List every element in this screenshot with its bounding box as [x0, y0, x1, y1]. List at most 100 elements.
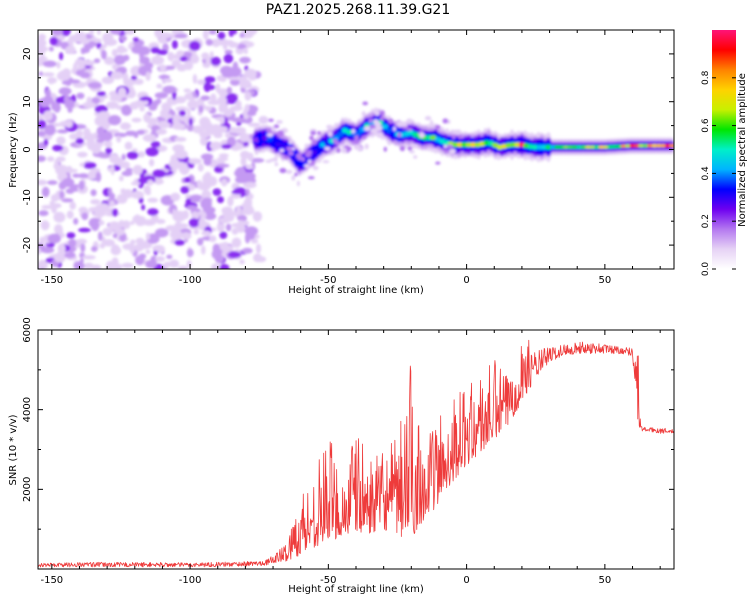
noise-blob [214, 165, 223, 173]
noise-blob [145, 147, 159, 157]
noise-blob [67, 79, 81, 84]
noise-blob [154, 228, 169, 238]
ridge-core [470, 142, 477, 148]
noise-blob [243, 181, 257, 189]
noise-blob [204, 76, 216, 83]
ridge-core [509, 142, 517, 148]
noise-blob [38, 179, 48, 186]
noise-blob [55, 97, 62, 104]
noise-blob [121, 153, 126, 161]
noise-blob [158, 120, 171, 129]
noise-blob [147, 197, 159, 203]
noise-blob [208, 30, 217, 35]
noise-blob [187, 124, 195, 132]
noise-blob [134, 214, 141, 222]
ridge-speck [277, 132, 282, 138]
noise-blob [209, 235, 217, 243]
ridge-speck [397, 132, 402, 138]
noise-blob [47, 77, 57, 84]
noise-blob [201, 230, 212, 236]
noise-blob [239, 132, 250, 143]
noise-blob [187, 99, 199, 110]
noise-blob [237, 215, 247, 222]
noise-blob [38, 210, 49, 217]
snr-x-tick-label: -50 [320, 575, 336, 586]
noise-blob [250, 239, 259, 244]
noise-blob [164, 65, 176, 71]
colorbar: 0.0 0.2 0.4 0.6 0.8 Normalized spectral ampl… [701, 30, 748, 276]
noise-blob [106, 139, 112, 149]
ridge-speck [419, 132, 425, 139]
noise-blob [50, 194, 59, 202]
noise-blob [180, 186, 190, 194]
ridge-speck [283, 155, 291, 160]
ridge-speck [345, 146, 352, 152]
ridge-speck [396, 120, 404, 127]
noise-blob [114, 54, 126, 65]
noise-blob [66, 232, 76, 239]
noise-blob [239, 56, 251, 64]
noise-blob [165, 225, 177, 232]
noise-blob [207, 99, 222, 106]
noise-blob [52, 144, 64, 152]
ridge-speck [288, 140, 292, 145]
noise-blob [204, 212, 217, 221]
noise-blob [79, 162, 85, 167]
noise-blob [222, 245, 231, 254]
noise-blob [79, 71, 91, 79]
noise-blob [41, 205, 53, 210]
noise-blob [139, 106, 145, 112]
noise-blob [141, 204, 146, 211]
ridge-speck [407, 146, 413, 151]
ridge-speck [324, 146, 331, 151]
noise-blob [78, 180, 85, 191]
noise-blob [201, 190, 212, 200]
noise-blob [177, 265, 189, 269]
ridge-speck [406, 118, 413, 124]
ridge-core [669, 143, 674, 148]
noise-blob [84, 131, 93, 139]
noise-blob [69, 201, 76, 210]
noise-blob [89, 30, 94, 36]
ridge-speck [317, 131, 322, 135]
noise-blob [137, 46, 151, 56]
ridge-speck [399, 145, 406, 152]
noise-blob [108, 221, 121, 231]
ridge-core [532, 144, 539, 150]
noise-blob [124, 141, 133, 150]
noise-blob [228, 30, 234, 37]
noise-blob [109, 200, 115, 208]
noise-blob [126, 151, 139, 160]
noise-blob [104, 56, 115, 65]
noise-blob [240, 156, 247, 167]
noise-blob [174, 239, 185, 246]
noise-blob [53, 211, 66, 223]
noise-blob [174, 149, 188, 159]
spectrogram-x-tick-label: -100 [179, 275, 202, 286]
noise-blob [142, 134, 157, 142]
noise-blob [219, 217, 225, 224]
noise-blob [105, 147, 112, 155]
noise-blob [155, 98, 162, 105]
noise-blob [145, 71, 151, 81]
noise-blob [137, 151, 146, 158]
noise-blob [73, 261, 85, 269]
ridge-speck [444, 128, 450, 134]
ridge-core [315, 145, 322, 152]
noise-blob [170, 192, 181, 202]
noise-blob [68, 238, 77, 248]
noise-blob [129, 245, 135, 254]
noise-blob [244, 68, 257, 79]
noise-blob [239, 32, 245, 39]
noise-blob [197, 237, 204, 246]
noise-blob [143, 185, 151, 195]
noise-blob [120, 161, 131, 169]
noise-blob [175, 161, 187, 170]
noise-blob [113, 132, 128, 138]
noise-blob [47, 156, 55, 162]
noise-blob [239, 259, 245, 265]
spectrogram-x-tick-label: 0 [463, 275, 469, 286]
ridge-speck [286, 146, 294, 152]
noise-blob [38, 130, 46, 137]
